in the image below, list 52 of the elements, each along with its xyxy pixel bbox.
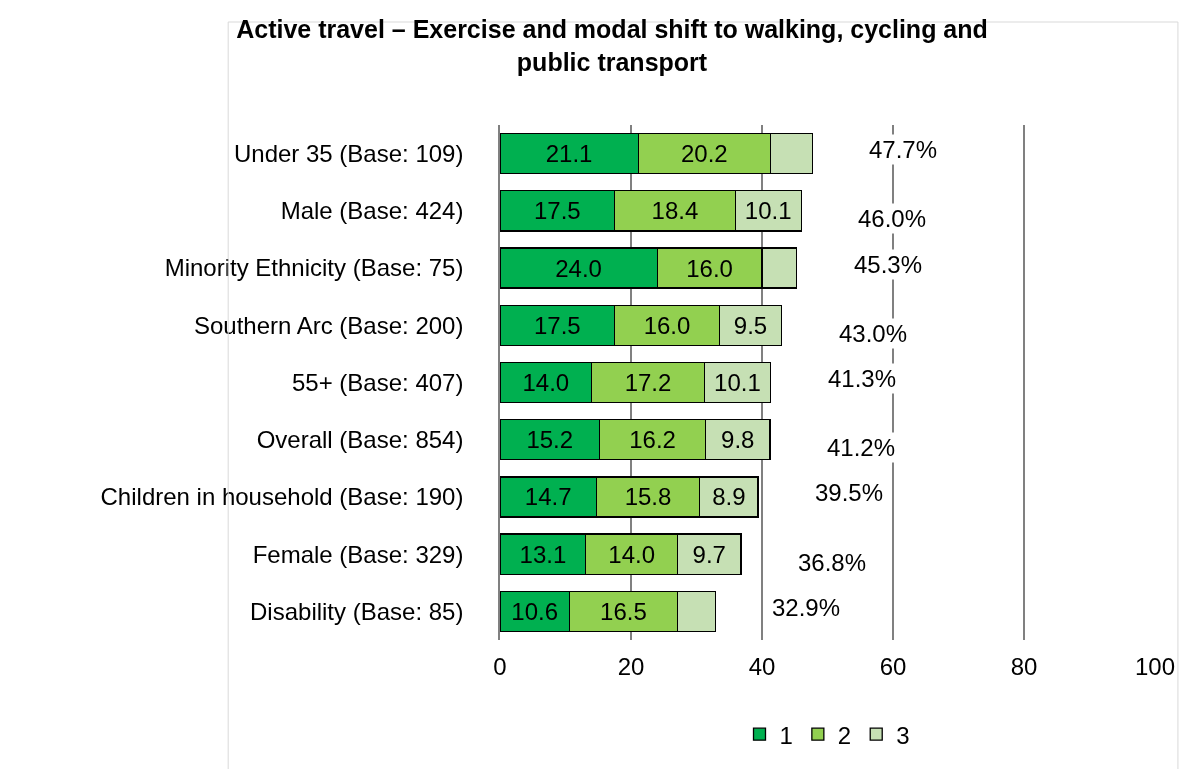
data-label: 17.2 [624,369,672,396]
legend-label: 1 [779,721,793,749]
x-tick-label: 40 [748,653,776,680]
data-label: 18.4 [651,197,699,225]
total-label: 46.0% [858,205,927,232]
total-label: 43.0% [839,320,908,347]
data-label: 15.2 [526,426,574,454]
x-tick-label: 0 [493,653,507,680]
y-tick-label: Southern Arc (Base: 200) [193,311,464,339]
y-tick-label: Overall (Base: 854) [256,426,464,454]
x-tick-label: 20 [617,653,645,680]
data-label: 17.5 [533,311,581,339]
y-tick-label: Disability (Base: 85) [250,597,464,625]
x-tick-label: 80 [1010,653,1038,680]
data-label: 16.2 [629,426,676,454]
data-label: 10.1 [744,197,792,225]
data-label: 14.7 [524,483,572,511]
total-label: 36.8% [798,549,867,576]
y-tick-label: 55+ (Base: 407) [292,368,464,396]
legend-label: 3 [896,721,910,749]
data-label: 10.6 [511,597,559,625]
y-tick-label: Female (Base: 329) [252,540,464,568]
total-label: 41.3% [828,365,897,392]
y-tick-label: Minority Ethnicity (Base: 75) [164,254,464,282]
data-label: 14.0 [608,540,656,568]
y-tick-label: Children in household (Base: 190) [100,483,464,511]
data-label: 16.0 [643,311,691,339]
data-label: 24.0 [555,254,602,282]
data-label: 9.7 [692,540,726,568]
data-label: 17.5 [533,197,581,225]
data-label: 9.5 [733,311,768,339]
total-label: 41.2% [827,434,896,461]
x-tick-label: 100 [1134,653,1176,680]
data-label: 10.1 [714,369,761,396]
chart-title: Active travel – Exercise and modal shift to walking, cycling and public transport [236,15,988,76]
data-label: 16.0 [686,254,733,282]
y-tick-label: Male (Base: 424) [280,197,464,225]
data-label: 13.1 [519,540,567,568]
x-tick-label: 60 [879,653,907,680]
y-tick-label: Under 35 (Base: 109) [233,140,464,168]
data-label: 21.1 [545,140,593,168]
data-label: 16.5 [600,597,647,625]
data-label: 8.9 [712,483,746,511]
data-label: 9.8 [721,426,755,454]
data-label: 20.2 [681,140,728,168]
data-label: 15.8 [624,483,672,511]
total-label: 32.9% [772,594,841,621]
data-label: 14.0 [522,369,570,396]
total-label: 39.5% [815,479,884,506]
total-label: 47.7% [869,136,938,163]
total-label: 45.3% [854,251,923,278]
legend-label: 2 [837,721,852,749]
